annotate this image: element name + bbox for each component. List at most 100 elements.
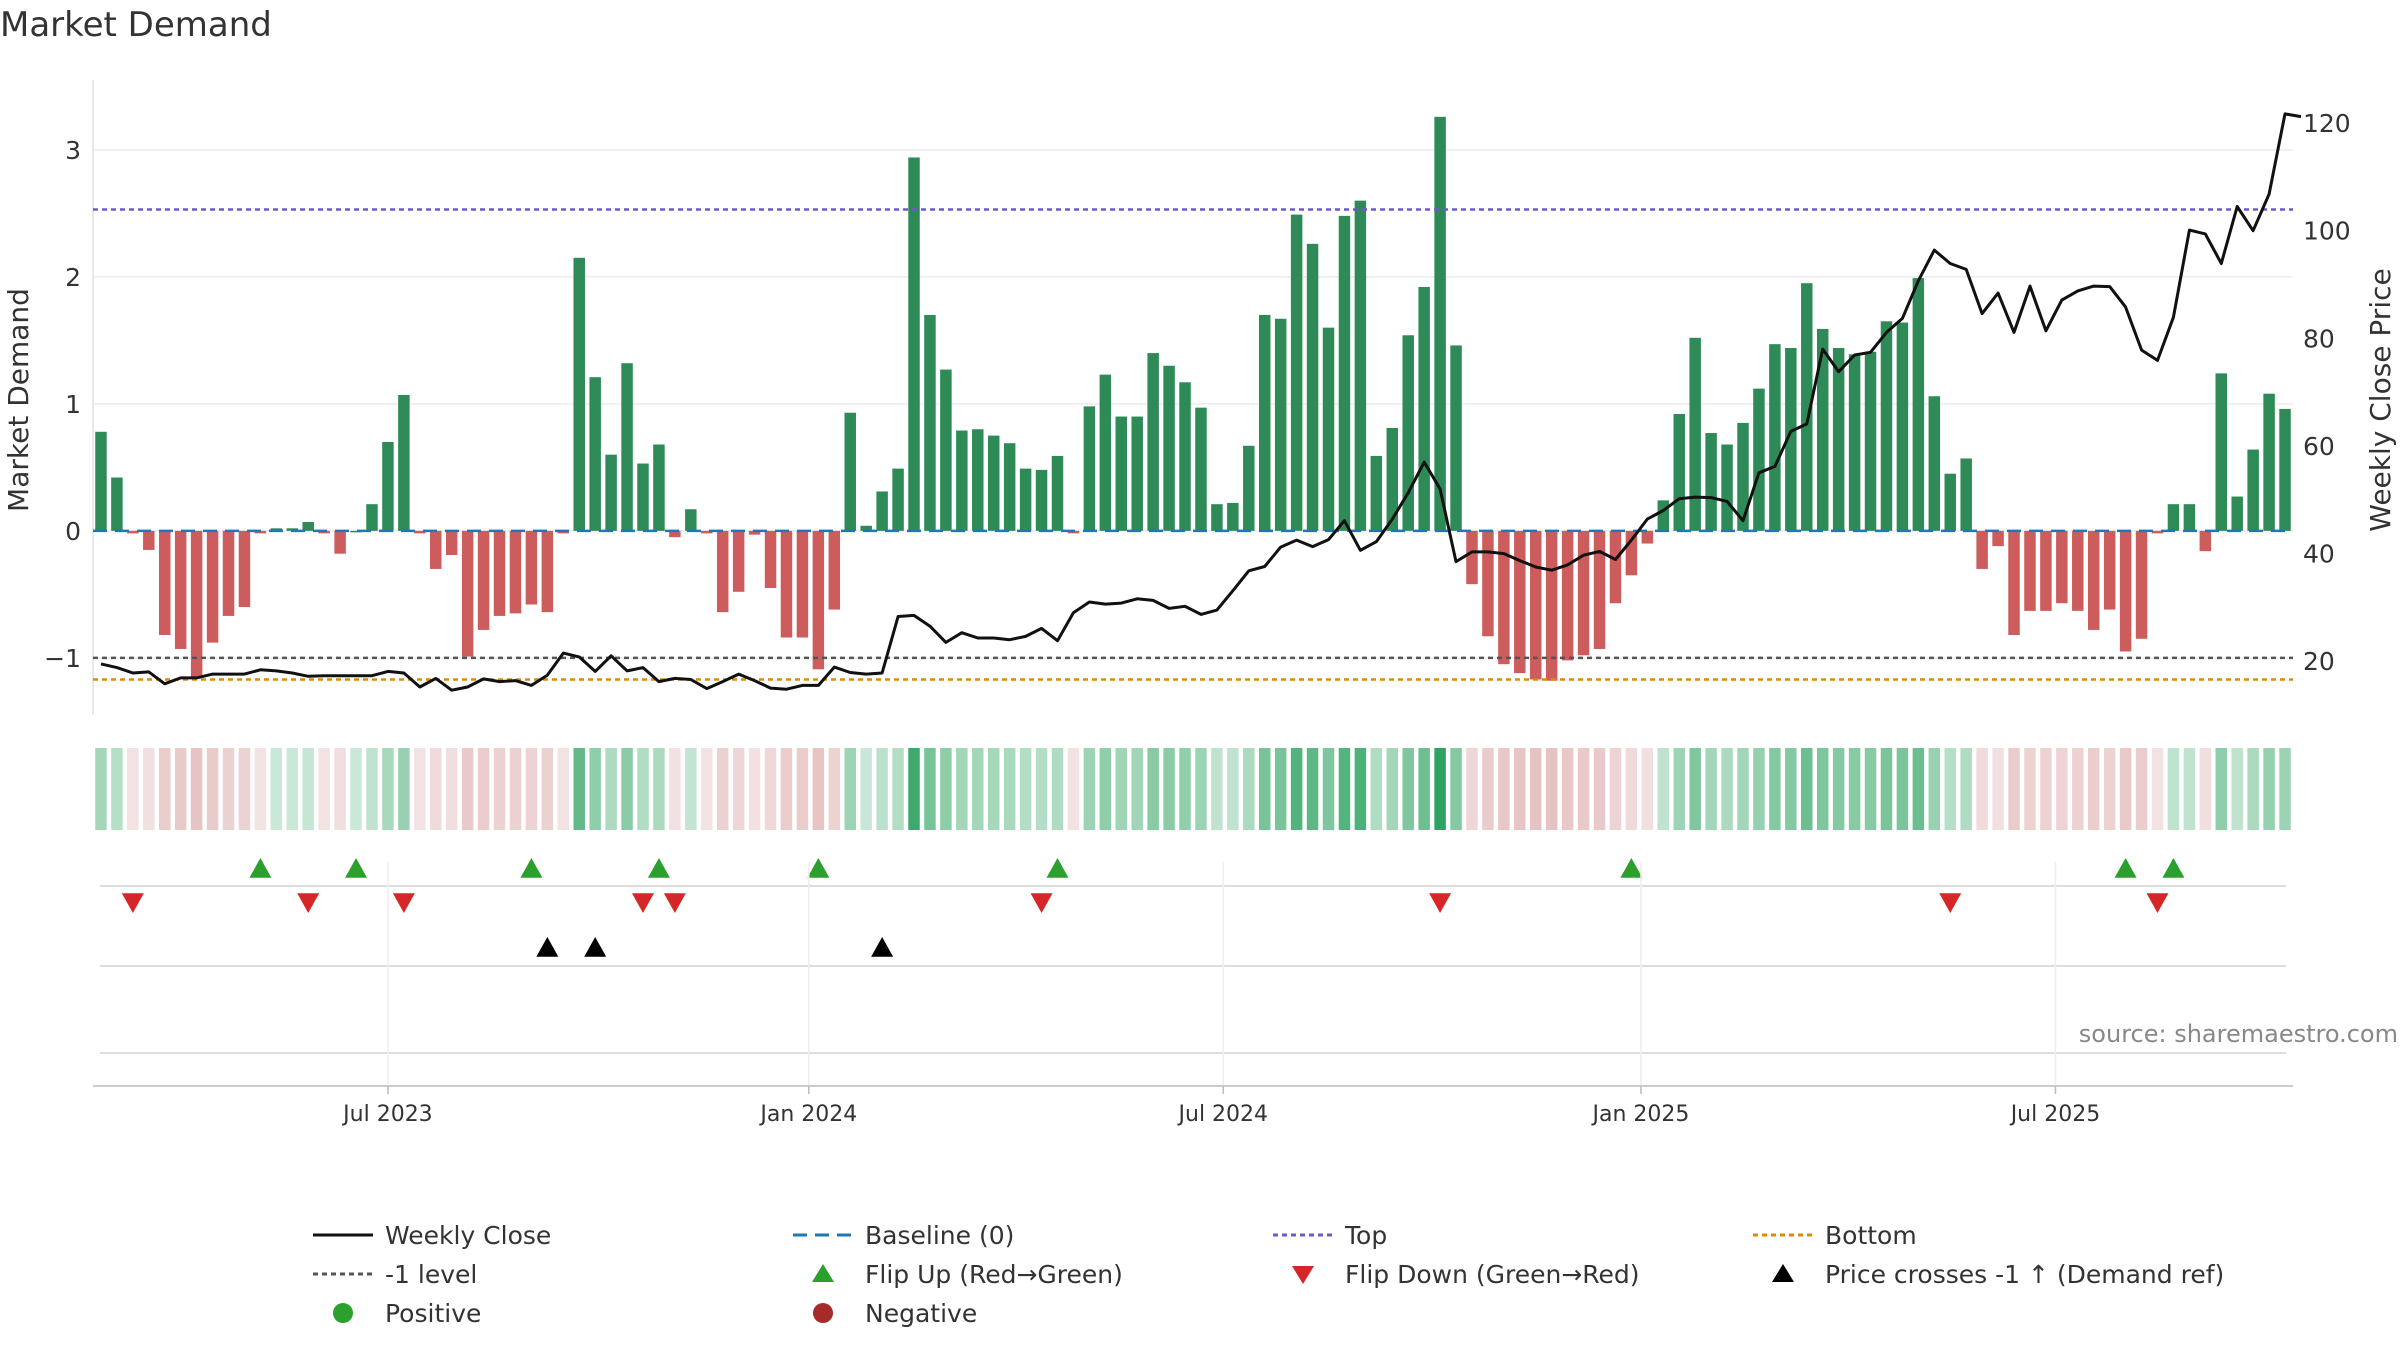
demand-bar (445, 530, 458, 555)
heat-cell (1211, 748, 1223, 830)
heat-cell (1737, 748, 1749, 830)
heat-cell (1944, 748, 1956, 830)
demand-bar (844, 412, 856, 531)
heat-cell (1306, 748, 1319, 830)
heat-cell (302, 748, 314, 830)
demand-bar (286, 528, 299, 531)
flip-down-marker (2146, 893, 2169, 913)
demand-bar (1402, 335, 1414, 531)
heat-cell (1067, 748, 1080, 830)
demand-bar (987, 435, 1000, 531)
flip-down-marker (1429, 893, 1452, 913)
heat-cell (1115, 748, 1127, 830)
heat-cell (828, 748, 841, 830)
legend-label: -1 level (385, 1260, 477, 1289)
heat-strip-panel (95, 748, 2291, 830)
demand-bar (685, 509, 697, 531)
legend-label: Baseline (0) (865, 1221, 1014, 1250)
legend-label: Negative (865, 1299, 977, 1328)
heat-cell (573, 748, 585, 830)
heat-cell (286, 748, 299, 830)
demand-bar (653, 444, 665, 531)
legend-swatch-triangle-up (1772, 1264, 1794, 1282)
heat-cell (685, 748, 697, 830)
heat-cell (1163, 748, 1175, 830)
demand-bar (1641, 530, 1654, 544)
demand-bar (143, 530, 155, 550)
demand-bar (1115, 416, 1127, 531)
demand-bar (1705, 433, 1717, 531)
heat-cell (701, 748, 713, 830)
demand-bar (1593, 530, 1606, 649)
heat-cell (1832, 748, 1845, 830)
flip-markers-panel (93, 858, 2293, 1087)
demand-bar (669, 530, 681, 538)
demand-bar (1848, 354, 1861, 531)
heat-cell (143, 748, 155, 830)
heat-cell (350, 748, 362, 830)
price-cross-marker (871, 937, 894, 957)
heat-cell (525, 748, 538, 830)
demand-bar (541, 530, 554, 613)
x-tick-label: Jan 2025 (1591, 1102, 1690, 1127)
heat-cell (366, 748, 378, 830)
demand-bar (366, 504, 378, 531)
flip-up-marker (2114, 858, 2137, 878)
y-tick-label: −1 (44, 644, 81, 673)
heat-cell (430, 748, 442, 830)
demand-bar (908, 157, 920, 531)
demand-bar (2215, 373, 2227, 531)
heat-cell (1561, 748, 1574, 830)
demand-bar (2199, 530, 2212, 552)
heat-cell (1274, 748, 1287, 830)
demand-bar (430, 530, 442, 569)
heat-cell (1960, 748, 1972, 830)
y2-tick-label: 80 (2303, 324, 2335, 353)
demand-bar (1657, 500, 1670, 531)
demand-bar (605, 454, 617, 531)
demand-bar (238, 530, 251, 608)
demand-bar (1609, 530, 1622, 604)
demand-bar (1577, 530, 1590, 656)
demand-bar (1099, 374, 1112, 531)
demand-bar (2167, 504, 2180, 531)
y2-tick-label: 40 (2303, 540, 2335, 569)
demand-bar (414, 530, 426, 534)
demand-bar (860, 525, 872, 531)
y-axis-left-label: Market Demand (2, 288, 35, 512)
demand-bar (1498, 530, 1510, 665)
y2-tick-label: 120 (2303, 109, 2351, 138)
demand-bar (190, 530, 203, 677)
heat-cell (780, 748, 793, 830)
heat-cell (924, 748, 936, 830)
demand-bar (1259, 314, 1271, 531)
heat-cell (1673, 748, 1685, 830)
demand-bar (206, 530, 219, 643)
source-note: source: sharemaestro.com (2079, 1020, 2398, 1048)
demand-bar (1003, 443, 1016, 531)
heat-cell (2279, 748, 2291, 830)
heat-cell (190, 748, 203, 830)
demand-bar (1944, 473, 1956, 531)
heat-cell (732, 748, 745, 830)
demand-bar (2008, 530, 2020, 635)
heat-cell (254, 748, 267, 830)
flip-up-marker (249, 858, 272, 878)
heat-cell (1880, 748, 1893, 830)
heat-cell (2199, 748, 2212, 830)
demand-bar (589, 377, 601, 531)
demand-bar (1354, 200, 1367, 531)
demand-bar (493, 530, 506, 616)
demand-bar (1131, 416, 1143, 531)
heat-cell (764, 748, 777, 830)
heat-cell (812, 748, 825, 830)
legend-item: Top (1273, 1221, 1387, 1250)
chart-title: Market Demand (0, 5, 272, 45)
demand-bar (1482, 530, 1494, 637)
heat-cell (414, 748, 426, 830)
flip-down-marker (632, 893, 654, 913)
demand-bar (1976, 530, 1988, 569)
heat-cell (637, 748, 649, 830)
heat-cell (111, 748, 123, 830)
demand-bar (1769, 344, 1781, 531)
